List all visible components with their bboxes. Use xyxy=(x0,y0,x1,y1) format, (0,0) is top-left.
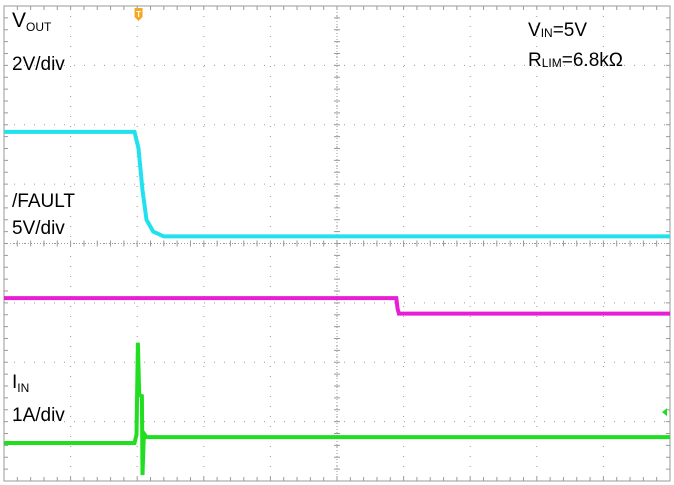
traces xyxy=(4,129,670,476)
reference-arrow-icon xyxy=(662,408,667,417)
fault-label: /FAULT xyxy=(12,191,75,212)
vout-scale-label: 2V/div xyxy=(12,54,65,75)
trigger-marker-label: T xyxy=(136,10,141,19)
rlim-condition-label: RLIM=6.8kΩ xyxy=(528,50,623,71)
vout-trace xyxy=(4,129,670,239)
vin-condition-label: VIN=5V xyxy=(528,20,588,41)
markers: T xyxy=(134,8,667,417)
fault-scale-label: 5V/div xyxy=(12,218,65,239)
trigger-marker-shape xyxy=(134,8,143,21)
trigger-marker: T xyxy=(134,8,143,21)
vout-label: VOUT xyxy=(12,9,52,34)
fault-trace xyxy=(4,296,670,316)
iin-label: IIN xyxy=(12,372,30,395)
iin-scale-label: 1A/div xyxy=(12,405,65,426)
iin-trace xyxy=(4,342,670,476)
grid xyxy=(3,5,671,482)
